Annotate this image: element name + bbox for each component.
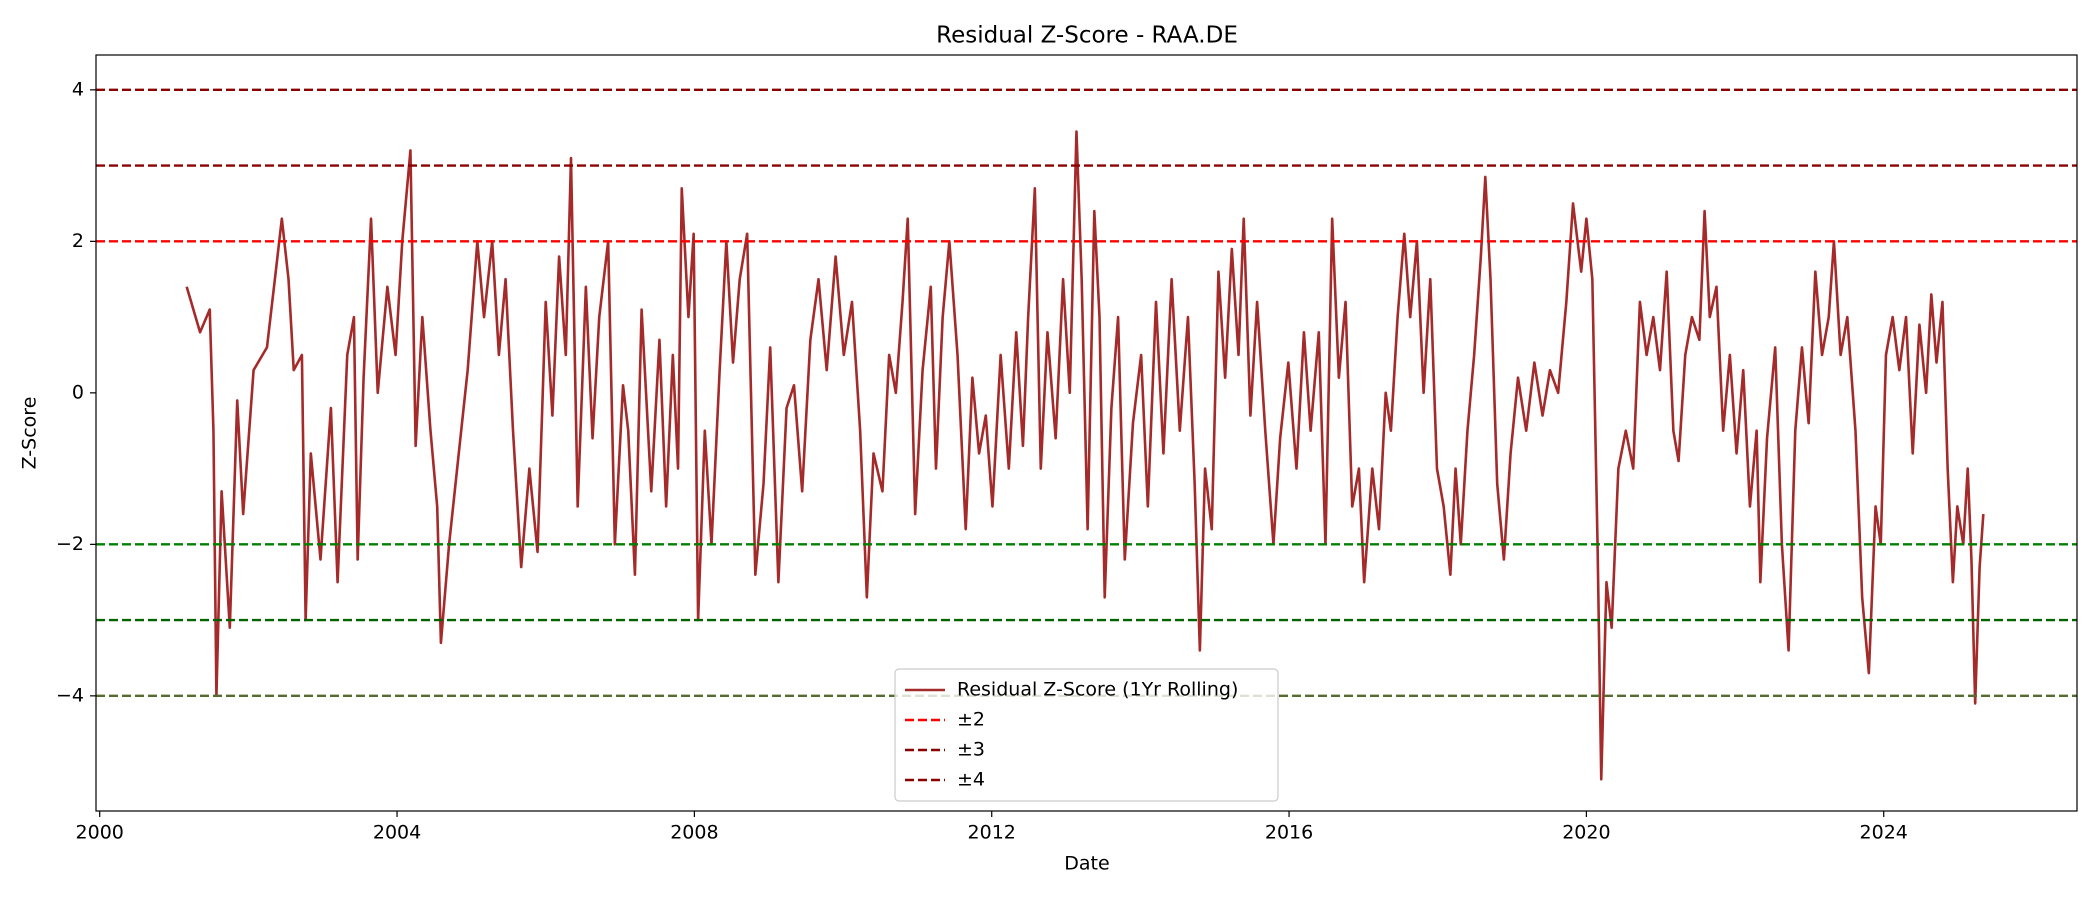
data-line	[185, 130, 1985, 781]
y-tick-label: 4	[72, 78, 84, 100]
y-axis-label: Z-Score	[19, 397, 41, 470]
y-tick-label: −2	[56, 533, 84, 555]
y-tick-label: 0	[72, 381, 84, 403]
y-tick-label: 2	[72, 230, 84, 252]
legend-box	[894, 668, 1279, 802]
legend-label: Residual Z-Score (1Yr Rolling)	[957, 679, 1238, 701]
x-tick-label: 2000	[76, 822, 124, 844]
x-tick-label: 2012	[968, 822, 1016, 844]
x-tick-label: 2016	[1265, 822, 1313, 844]
legend-label: ±3	[957, 739, 985, 761]
legend-label: ±2	[957, 709, 985, 731]
x-tick-label: 2004	[373, 822, 421, 844]
x-axis-label: Date	[1064, 853, 1109, 875]
x-tick-label: 2020	[1562, 822, 1610, 844]
y-tick-label: −4	[56, 684, 84, 706]
legend-label: ±4	[957, 769, 985, 791]
x-tick-label: 2008	[670, 822, 718, 844]
chart-title: Residual Z-Score - RAA.DE	[936, 23, 1238, 49]
x-tick-label: 2024	[1860, 822, 1908, 844]
plot-frame	[95, 54, 2078, 812]
